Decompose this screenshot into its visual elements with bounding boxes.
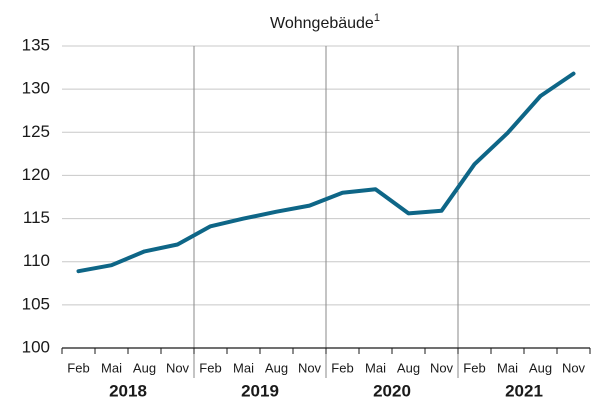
x-tick-label: Feb xyxy=(199,360,221,375)
title-text: Wohngebäude xyxy=(270,15,374,32)
y-tick-label: 135 xyxy=(22,35,50,54)
x-tick-label: Feb xyxy=(67,360,89,375)
y-tick-label: 130 xyxy=(22,79,50,98)
y-tick-label: 120 xyxy=(22,165,50,184)
y-tick-label: 105 xyxy=(22,294,50,313)
x-tick-label: Feb xyxy=(463,360,485,375)
y-tick-label: 110 xyxy=(23,251,50,270)
x-tick-label: Mai xyxy=(233,360,254,375)
y-tick-label: 125 xyxy=(22,122,50,141)
x-tick-label: Mai xyxy=(365,360,386,375)
x-tick-label: Nov xyxy=(430,360,454,375)
year-label: 2019 xyxy=(241,381,279,400)
y-tick-label: 100 xyxy=(22,337,50,356)
title-footnote: 1 xyxy=(374,12,380,24)
x-tick-label: Nov xyxy=(298,360,322,375)
y-tick-label: 115 xyxy=(23,208,50,227)
x-tick-label: Nov xyxy=(166,360,190,375)
x-tick-label: Mai xyxy=(497,360,518,375)
year-label: 2018 xyxy=(109,381,147,400)
x-tick-label: Aug xyxy=(133,360,156,375)
year-label: 2021 xyxy=(505,381,543,400)
x-tick-label: Aug xyxy=(265,360,288,375)
year-label: 2020 xyxy=(373,381,411,400)
chart-title: Wohngebäude1 xyxy=(270,12,380,32)
x-tick-label: Aug xyxy=(529,360,552,375)
x-tick-label: Nov xyxy=(562,360,586,375)
data-line xyxy=(76,71,576,274)
x-tick-label: Mai xyxy=(101,360,122,375)
x-tick-label: Aug xyxy=(397,360,420,375)
x-tick-label: Feb xyxy=(331,360,353,375)
